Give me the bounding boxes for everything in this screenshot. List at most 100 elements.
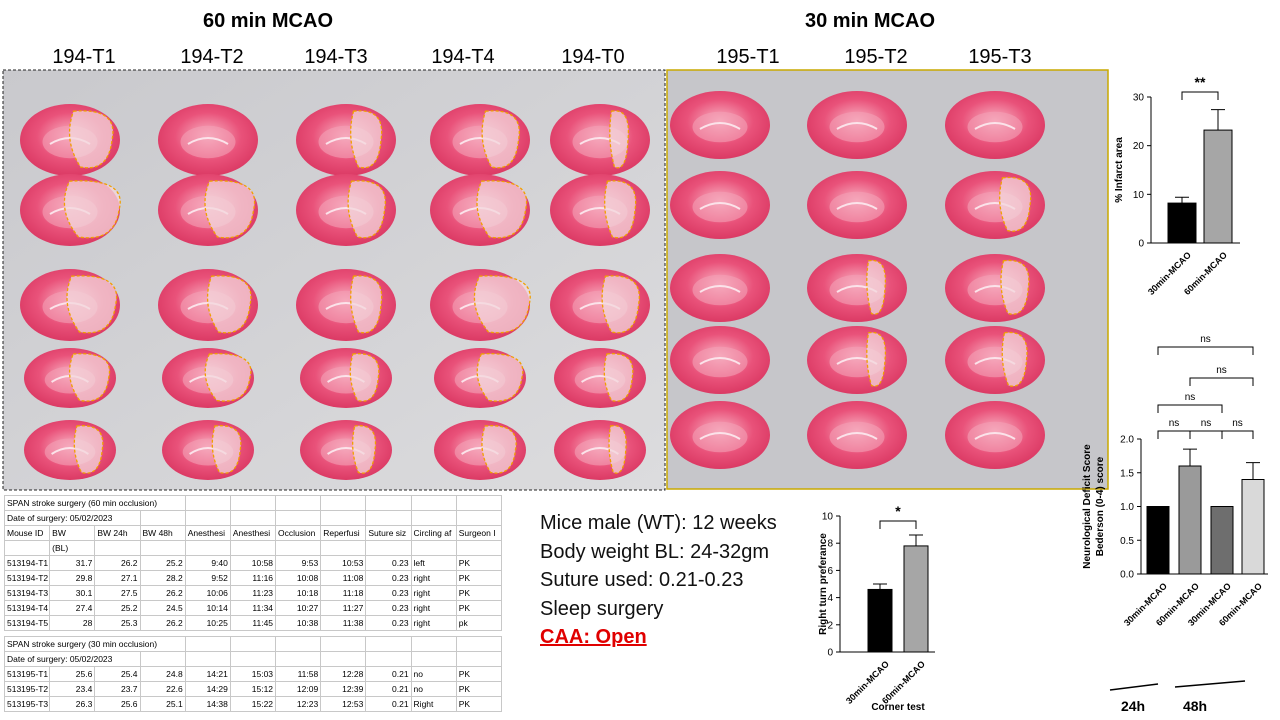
column-label: 195-T2 [844, 46, 907, 68]
significance-label: ns [1200, 334, 1211, 345]
table-cell [410, 636, 457, 652]
infarct-outline [63, 180, 121, 239]
table-cell: pk [455, 615, 503, 631]
y-tick-label: 20 [1133, 141, 1145, 152]
table-cell: Anesthesi [229, 525, 277, 541]
column-label: 195-T3 [968, 46, 1031, 68]
bar [1167, 202, 1197, 244]
table-cell: PK [455, 585, 503, 601]
table-cell: 0.23 [365, 600, 412, 616]
infarct-outline [73, 425, 104, 474]
table-cell: (BL) [49, 540, 96, 556]
significance-label: ** [1195, 74, 1206, 90]
table-cell: 25.6 [94, 696, 141, 712]
brain-ventricle [699, 285, 741, 293]
table-cell: 31.7 [49, 555, 96, 571]
table-cell: right [410, 570, 457, 586]
table-cell [275, 636, 322, 652]
table-row: 513194-T2 29.8 27.1 28.2 9:52 11:16 10:08 11:08… [3, 570, 503, 586]
table-cell: 26.2 [94, 555, 141, 571]
data-table: SPAN stroke surgery (60 min occlusion) Da… [3, 495, 503, 631]
significance-label: ns [1201, 418, 1212, 429]
y-tick-label: 10 [822, 512, 834, 523]
brain-ventricle [974, 432, 1016, 440]
table-cell: 28.2 [139, 570, 186, 586]
column-label: 194-T0 [561, 46, 624, 68]
table-cell: 12:53 [320, 696, 367, 712]
brain-slice-core [692, 346, 748, 378]
brain-ventricle [699, 202, 741, 210]
table-cell: 513195-T3 [3, 696, 51, 712]
table-cell: 513194-T5 [3, 615, 51, 631]
infarct-outline [608, 425, 627, 474]
table-cell: PK [455, 570, 503, 586]
group-label: 48h [1183, 698, 1207, 714]
table-cell: 10:27 [275, 600, 322, 616]
table-cell: Reperfusi [320, 525, 367, 541]
brain-ventricle [699, 357, 741, 365]
table-cell [3, 540, 51, 556]
table-cell [94, 540, 141, 556]
bar [903, 545, 929, 653]
table-title: SPAN stroke surgery (30 min occlusion) [4, 636, 186, 652]
table-cell: 14:29 [184, 681, 231, 697]
column-label: 194-T2 [180, 46, 243, 68]
significance-bracket [1157, 430, 1191, 439]
table-cell [229, 495, 277, 511]
infarct-outline [609, 110, 630, 169]
table-cell: 9:52 [184, 570, 231, 586]
table-cell: 0.23 [365, 615, 412, 631]
table-cell: 25.2 [94, 600, 141, 616]
table-cell: 10:18 [275, 585, 322, 601]
y-axis-label: Neurological Deficit Score [1082, 444, 1093, 569]
significance-bracket [879, 520, 917, 529]
table-cell [184, 510, 231, 526]
table-cell [229, 651, 277, 667]
infarct-outline [350, 275, 383, 334]
brain-ventricle [836, 432, 878, 440]
note: Sleep surgery [540, 598, 664, 620]
table-cell: 0.23 [365, 585, 412, 601]
infarct-outline [349, 353, 380, 402]
table-cell [184, 651, 231, 667]
table-cell: right [410, 585, 457, 601]
infarct-outline [352, 425, 377, 474]
significance-bracket [1181, 91, 1219, 100]
table-cell [455, 495, 503, 511]
group-underline [1109, 683, 1159, 691]
table-row: 513194-T5 28 25.3 26.2 10:25 11:45 10:38 11:38 0… [3, 615, 503, 631]
table-cell [275, 495, 322, 511]
table-cell: 11:08 [320, 570, 367, 586]
y-tick-label: 8 [827, 539, 833, 550]
infarct-outline [999, 176, 1032, 232]
brain-slice-core [692, 191, 748, 223]
table-cell [320, 540, 367, 556]
table-cell: 10:38 [275, 615, 322, 631]
table-cell: 26.2 [139, 615, 186, 631]
table-cell: 0.21 [365, 666, 412, 682]
table-cell: 27.1 [94, 570, 141, 586]
table-cell: 10:06 [184, 585, 231, 601]
table-date: Date of surgery: 05/02/2023 [4, 651, 141, 667]
table-cell [320, 636, 367, 652]
brain-slice-core [829, 421, 885, 453]
table-cell: 12:09 [275, 681, 322, 697]
brain-ventricle [836, 122, 878, 130]
table-cell: 30.1 [49, 585, 96, 601]
table-cell: 11:16 [229, 570, 277, 586]
table-cell: BW 24h [94, 525, 141, 541]
group-underline [1174, 680, 1246, 688]
y-tick-label: 0.0 [1120, 570, 1134, 581]
table-cell: Right [410, 696, 457, 712]
bar [1241, 479, 1265, 575]
table-cell: 12:39 [320, 681, 367, 697]
table-cell: 11:38 [320, 615, 367, 631]
table-cell [455, 636, 503, 652]
table-cell: 29.8 [49, 570, 96, 586]
brain-slice-core [180, 125, 236, 159]
table-cell [139, 540, 186, 556]
table-cell [139, 651, 186, 667]
table-cell [365, 651, 412, 667]
